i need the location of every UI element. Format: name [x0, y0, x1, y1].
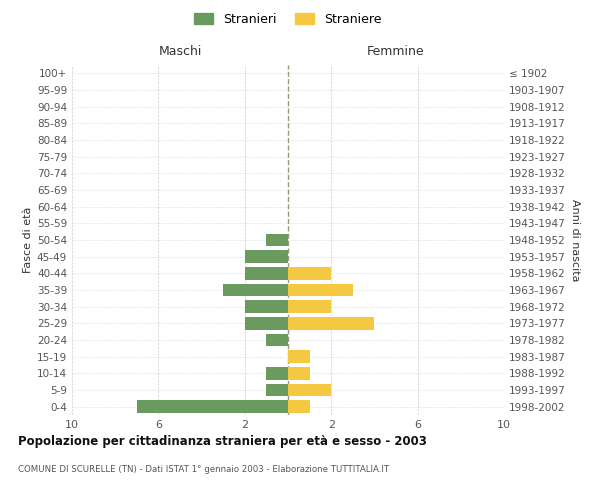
Bar	[245, 317, 288, 330]
Bar	[245, 300, 288, 313]
Bar	[266, 367, 288, 380]
Bar	[266, 334, 288, 346]
Bar	[245, 250, 288, 263]
Y-axis label: Anni di nascita: Anni di nascita	[569, 198, 580, 281]
Text: Popolazione per cittadinanza straniera per età e sesso - 2003: Popolazione per cittadinanza straniera p…	[18, 435, 427, 448]
Bar	[288, 367, 310, 380]
Bar	[223, 284, 288, 296]
Bar	[137, 400, 288, 413]
Bar	[266, 384, 288, 396]
Text: COMUNE DI SCURELLE (TN) - Dati ISTAT 1° gennaio 2003 - Elaborazione TUTTITALIA.I: COMUNE DI SCURELLE (TN) - Dati ISTAT 1° …	[18, 465, 389, 474]
Y-axis label: Fasce di età: Fasce di età	[23, 207, 33, 273]
Legend: Stranieri, Straniere: Stranieri, Straniere	[190, 8, 386, 30]
Bar	[266, 234, 288, 246]
Bar	[288, 300, 331, 313]
Bar	[288, 284, 353, 296]
Bar	[288, 384, 331, 396]
Bar	[288, 350, 310, 363]
Bar	[288, 267, 331, 280]
Text: Femmine: Femmine	[367, 46, 425, 59]
Bar	[288, 400, 310, 413]
Bar	[245, 267, 288, 280]
Text: Maschi: Maschi	[158, 46, 202, 59]
Bar	[288, 317, 374, 330]
